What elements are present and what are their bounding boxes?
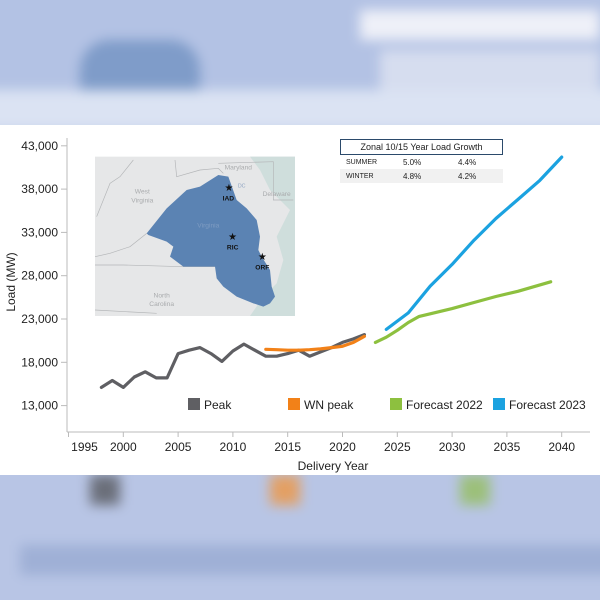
map-label-west-virginia-2: Virginia <box>131 197 153 204</box>
x-tick-label: 2020 <box>329 440 356 454</box>
series-line-forecast-2023 <box>384 155 564 331</box>
ten-year-growth-cell: 5.0% <box>403 157 422 167</box>
x-tick-label: 2030 <box>439 440 466 454</box>
x-tick-label: 2000 <box>110 440 137 454</box>
season-cell: SUMMER <box>346 158 378 166</box>
y-tick-label: 28,000 <box>21 269 58 283</box>
load-growth-table-title: Zonal 10/15 Year Load Growth <box>340 139 503 155</box>
season-cell: WINTER <box>346 172 374 180</box>
map-label-west-virginia: West <box>135 188 150 195</box>
map-marker-label-iad: IAD <box>223 196 235 203</box>
y-tick-label: 13,000 <box>21 399 58 413</box>
fifteen-year-growth-cell: 4.4% <box>458 157 477 167</box>
map-label-north-carolina: North <box>154 292 171 299</box>
star-icon: ★ <box>229 231 238 241</box>
star-icon: ★ <box>258 251 267 261</box>
map-borders <box>94 159 294 314</box>
series-line-wn-peak <box>264 334 366 352</box>
x-tick-label: 2040 <box>548 440 575 454</box>
x-tick-label: 2015 <box>274 440 301 454</box>
map-label-dc: DC <box>238 183 246 189</box>
legend-label-peak: Peak <box>204 398 232 412</box>
y-tick-label: 23,000 <box>21 312 58 326</box>
table-row: SUMMER 5.0% 4.4% <box>340 155 503 169</box>
legend-label-wn-peak: WN peak <box>304 398 354 412</box>
legend-swatch-forecast-2023 <box>493 398 505 410</box>
blurred-background-bottom <box>0 475 600 600</box>
table-row: WINTER 4.8% 4.2% <box>340 169 503 183</box>
y-tick-label: 43,000 <box>21 139 58 153</box>
map-marker-label-orf: ORF <box>255 264 269 271</box>
service-territory-region <box>146 175 275 307</box>
x-tick-label: 2025 <box>384 440 411 454</box>
load-growth-table: Zonal 10/15 Year Load Growth SUMMER 5.0%… <box>340 139 503 183</box>
x-tick-label: 2010 <box>220 440 247 454</box>
legend-swatch-forecast-2022 <box>390 398 402 410</box>
legend-item-forecast-2023: Forecast 2023 <box>493 398 586 412</box>
ten-year-growth-cell: 4.8% <box>403 171 422 181</box>
y-tick-label: 38,000 <box>21 182 58 196</box>
fifteen-year-growth-cell: 4.2% <box>458 171 477 181</box>
legend-item-wn-peak: WN peak <box>288 398 354 412</box>
y-tick-label: 18,000 <box>21 355 58 369</box>
legend-item-forecast-2022: Forecast 2022 <box>390 398 483 412</box>
legend: Peak WN peak Forecast 2022 Forecast 2023 <box>188 398 586 412</box>
series-line-peak <box>99 333 366 389</box>
legend-swatch-wn-peak <box>288 398 300 410</box>
x-axis-title: Delivery Year <box>298 459 369 473</box>
service-territory-map: Maryland DC Delaware West Virginia Virgi… <box>94 156 295 316</box>
map-water <box>250 156 295 316</box>
x-tick-label: 1995 <box>71 440 98 454</box>
legend-label-forecast-2023: Forecast 2023 <box>509 398 586 412</box>
x-tick-label: 2035 <box>494 440 521 454</box>
axes <box>66 138 590 433</box>
series-line-forecast-2022 <box>373 280 553 344</box>
y-tick-label: 33,000 <box>21 225 58 239</box>
x-tick-label: 2005 <box>165 440 192 454</box>
map-label-virginia: Virginia <box>197 222 219 229</box>
map-label-north-carolina-2: Carolina <box>149 301 174 308</box>
map-marker-label-ric: RIC <box>227 244 239 251</box>
blurred-background-top <box>0 0 600 125</box>
legend-label-forecast-2022: Forecast 2022 <box>406 398 483 412</box>
map-label-maryland: Maryland <box>225 164 253 171</box>
star-icon: ★ <box>225 183 234 193</box>
map-label-delaware: Delaware <box>263 191 291 198</box>
legend-swatch-peak <box>188 398 200 410</box>
y-axis-title: Load (MW) <box>4 252 18 311</box>
legend-item-peak: Peak <box>188 398 232 412</box>
